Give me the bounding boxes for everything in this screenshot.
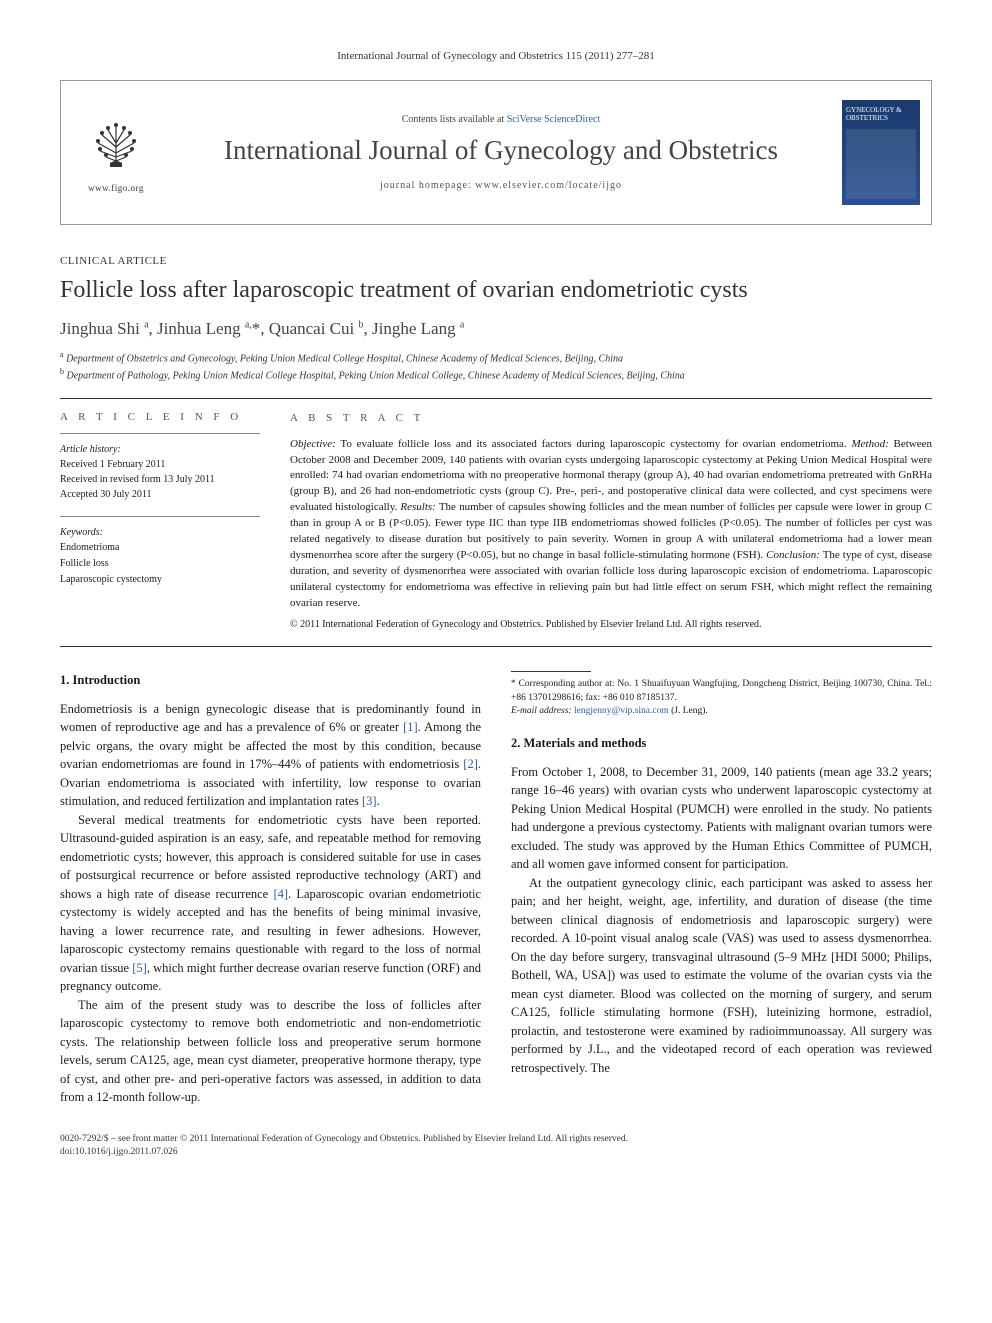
homepage-url[interactable]: www.elsevier.com/locate/ijgo [475,180,622,191]
contents-prefix: Contents lists available at [402,114,507,125]
article-history-label: Article history: [60,442,260,457]
abstract-column: A B S T R A C T Objective: To evaluate f… [290,411,932,633]
header-center: Contents lists available at SciVerse Sci… [171,81,831,224]
sciencedirect-link[interactable]: SciVerse ScienceDirect [507,114,601,125]
ref-link[interactable]: [4] [273,887,288,901]
rule-above-info [60,398,932,399]
history-line: Received 1 February 2011 [60,457,260,472]
corresponding-email-link[interactable]: lengjenny@vip.sina.com [574,706,669,716]
journal-cover-thumb: GYNECOLOGY & OBSTETRICS [831,81,931,224]
journal-name: International Journal of Gynecology and … [224,135,778,166]
abstract-heading: A B S T R A C T [290,411,932,427]
s2-p2: At the outpatient gynecology clinic, eac… [511,874,932,1078]
footer-doi: doi:10.1016/j.ijgo.2011.07.026 [60,1146,932,1159]
abstract-text: Objective: To evaluate follicle loss and… [290,437,932,612]
footer-copyright: 0020-7292/$ – see front matter © 2011 In… [60,1133,932,1146]
email-suffix: (J. Leng). [669,706,708,716]
rule-below-abstract [60,646,932,647]
publisher-url[interactable]: www.figo.org [88,183,144,193]
tree-icon [86,113,146,177]
ref-link[interactable]: [5] [132,961,147,975]
authors-line: Jinghua Shi a, Jinhua Leng a,*, Quancai … [60,319,932,339]
journal-homepage-line: journal homepage: www.elsevier.com/locat… [380,180,622,191]
keyword: Endometrioma [60,540,260,556]
abstract-copyright: © 2011 International Federation of Gynec… [290,618,932,633]
keyword: Follicle loss [60,556,260,572]
body-two-column: 1. Introduction Endometriosis is a benig… [60,671,932,1109]
ref-link[interactable]: [3] [362,794,377,808]
affiliations: a Department of Obstetrics and Gynecolog… [60,349,932,384]
history-line: Received in revised form 13 July 2011 [60,472,260,487]
page-footer: 0020-7292/$ – see front matter © 2011 In… [60,1133,932,1160]
homepage-prefix: journal homepage: [380,180,475,191]
cover-title: GYNECOLOGY & OBSTETRICS [846,106,916,123]
section-2-heading: 2. Materials and methods [511,734,932,753]
corresponding-author-note: * Corresponding author at: No. 1 Shuaifu… [511,678,932,705]
article-title: Follicle loss after laparoscopic treatme… [60,275,932,305]
s2-p1: From October 1, 2008, to December 31, 20… [511,763,932,874]
footnotes: * Corresponding author at: No. 1 Shuaifu… [511,678,932,718]
s1-p3: The aim of the present study was to desc… [60,996,481,1107]
article-type: CLINICAL ARTICLE [60,255,932,267]
footnote-rule [511,671,591,672]
s1-p2: Several medical treatments for endometri… [60,811,481,996]
journal-header-box: www.figo.org Contents lists available at… [60,80,932,225]
article-info-column: A R T I C L E I N F O Article history: R… [60,411,260,633]
history-line: Accepted 30 July 2011 [60,487,260,502]
s1-p1: Endometriosis is a benign gynecologic di… [60,700,481,811]
keywords-label: Keywords: [60,525,260,540]
ref-link[interactable]: [1] [403,720,418,734]
keyword: Laparoscopic cystectomy [60,572,260,588]
publisher-logo-left: www.figo.org [61,81,171,224]
article-info-heading: A R T I C L E I N F O [60,411,260,423]
contents-available-line: Contents lists available at SciVerse Sci… [402,114,601,125]
ref-link[interactable]: [2] [463,757,478,771]
section-1-heading: 1. Introduction [60,671,481,690]
running-head: International Journal of Gynecology and … [60,50,932,62]
email-line: E-mail address: lengjenny@vip.sina.com (… [511,705,932,718]
email-label: E-mail address: [511,706,574,716]
cover-body [846,129,916,199]
